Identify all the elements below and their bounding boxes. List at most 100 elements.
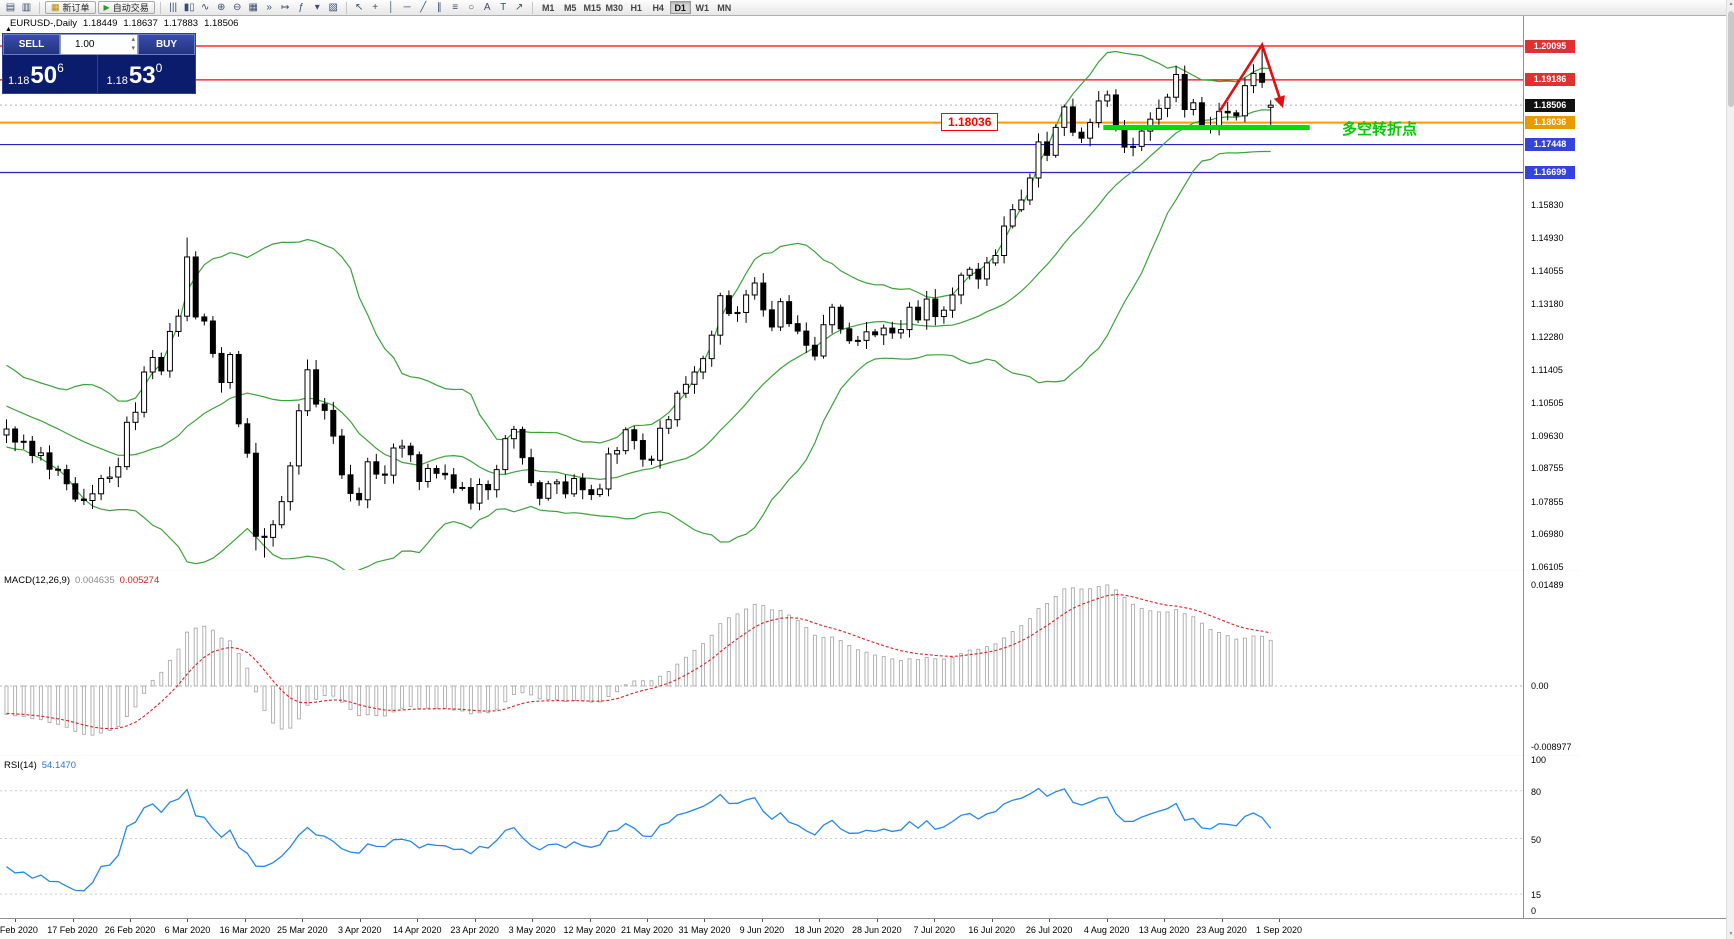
panel-divider[interactable]	[0, 570, 1580, 571]
price-level-label[interactable]: 1.18036	[941, 113, 999, 131]
resistance-level-tag: 1.19186	[1525, 73, 1575, 87]
timeframe-button-d1[interactable]: D1	[669, 1, 691, 14]
time-axis-tick	[474, 919, 476, 922]
chart-toolbar-group: ||| ▮▯ ∿ ⊕ ⊖ ▦» ↦ ƒ ▾ ▧	[166, 1, 341, 14]
turning-point-label[interactable]: 多空转折点	[1342, 121, 1418, 138]
rsi-scale-label: 15	[1531, 890, 1542, 901]
resistance-level-tag: 1.20095	[1525, 39, 1575, 53]
line-chart-icon[interactable]: ∿	[198, 1, 213, 14]
one-click-trading-panel: SELL 1.00 ▴ ▾ BUY 1.18 50 6 1.18 53 0	[2, 33, 196, 94]
time-axis-tick	[1164, 919, 1166, 922]
new-order-button[interactable]: ▦ 新订单	[45, 1, 96, 14]
autotrading-label: 自动交易	[112, 3, 149, 13]
rsi-header: RSI(14) 54.1470	[4, 760, 76, 771]
crosshair-icon[interactable]: +	[368, 1, 383, 14]
ask-price[interactable]: 1.18 53 0	[96, 55, 196, 93]
time-axis-tick	[302, 919, 304, 922]
time-axis-tick	[417, 919, 419, 922]
price-level-lines	[0, 45, 1523, 174]
volume-spinner[interactable]: ▴ ▾	[131, 35, 135, 53]
support-level-tag: 1.16699	[1525, 165, 1575, 179]
timeframe-button-w1[interactable]: W1	[692, 1, 713, 14]
spinner-up-icon[interactable]: ▴	[131, 36, 135, 43]
horizontal-line-icon[interactable]: ─	[400, 1, 415, 14]
timeframe-button-h4[interactable]: H4	[648, 1, 669, 14]
fibonacci-icon[interactable]: ≡	[448, 1, 463, 14]
timeframe-button-m15[interactable]: M15	[583, 3, 601, 13]
time-axis-label: 28 Jun 2020	[852, 925, 902, 935]
time-axis-label: 23 Apr 2020	[450, 925, 499, 935]
label-icon[interactable]: T	[496, 1, 511, 14]
indicators-icon[interactable]: ƒ	[294, 1, 309, 14]
templates-icon[interactable]: ▧	[326, 1, 341, 14]
bar-chart-icon[interactable]: |||	[166, 1, 181, 14]
bid-price[interactable]: 1.18 50 6	[3, 55, 97, 93]
time-axis-tick	[244, 919, 246, 922]
trendline-icon[interactable]: ╱	[416, 1, 431, 14]
time-axis-tick	[129, 919, 131, 922]
macd-signal-line	[6, 593, 1271, 730]
price-scale[interactable]: 1.15830 1.14930 1.14055 1.13180 1.12280 1.114…	[1523, 0, 1726, 939]
new-order-label: 新订单	[62, 3, 90, 13]
timeframe-button-m30[interactable]: M30	[605, 3, 623, 13]
zoom-in-icon[interactable]: ⊕	[214, 1, 229, 14]
toolbar-separator	[345, 1, 347, 14]
auto-scroll-icon[interactable]: »	[262, 1, 277, 14]
time-axis-tick	[704, 919, 706, 922]
one-click-collapse-icon[interactable]: ▲	[5, 26, 12, 33]
timeframe-button-m5[interactable]: M5	[560, 1, 581, 14]
text-icon[interactable]: A	[480, 1, 495, 14]
timeframe-button-mn[interactable]: MN	[714, 1, 735, 14]
profiles-icon[interactable]: ▥	[19, 1, 34, 14]
open-value: 1.18449	[83, 18, 118, 29]
low-value: 1.17883	[163, 18, 199, 29]
support-zone-line[interactable]	[1103, 125, 1310, 131]
zoom-out-icon[interactable]: ⊖	[230, 1, 245, 14]
chart-ohlc-header: EURUSD-,Daily 1.18449 1.18637 1.17883 1.1850…	[10, 18, 244, 29]
trade-controls-row: SELL 1.00 ▴ ▾ BUY	[3, 34, 195, 55]
buy-button[interactable]: BUY	[138, 34, 195, 55]
scrollbar-thumb[interactable]	[1728, 11, 1734, 107]
panel-divider[interactable]	[0, 755, 1580, 756]
arrow-objects-icon[interactable]: ↗	[512, 1, 527, 14]
spinner-down-icon[interactable]: ▾	[131, 45, 135, 52]
toolbar-separator	[531, 1, 533, 14]
volume-input[interactable]: 1.00 ▴ ▾	[60, 34, 138, 55]
scrollbar-down-icon[interactable]: ▼	[1728, 931, 1734, 937]
timeframe-button-h1[interactable]: H1	[626, 1, 647, 14]
time-axis[interactable]: 8 Feb 2020 17 Feb 2020 26 Feb 2020 6 Mar 20…	[0, 918, 1734, 939]
time-axis-tick	[761, 919, 763, 922]
shapes-icon[interactable]: ○	[464, 1, 479, 14]
timeframes-dropdown-icon[interactable]: ▾	[310, 1, 325, 14]
new-chart-icon[interactable]: ▤	[3, 1, 18, 14]
time-axis-tick	[1278, 919, 1280, 922]
price-tick-label: 1.14930	[1531, 233, 1564, 244]
price-tick-label: 1.11405	[1531, 364, 1563, 375]
trend-arrow-annotation[interactable]	[1218, 41, 1285, 113]
tile-windows-icon[interactable]: ▦	[246, 1, 261, 14]
macd-name: MACD(12,26,9)	[4, 575, 70, 586]
cursor-icon[interactable]: ↖	[352, 1, 367, 14]
time-axis-tick	[15, 919, 17, 922]
timeframe-button-m1[interactable]: M1	[538, 1, 559, 14]
price-tick-label: 1.15830	[1531, 199, 1564, 210]
vertical-scrollbar[interactable]: ▲ ▼	[1726, 0, 1734, 939]
channel-icon[interactable]: ∥	[432, 1, 447, 14]
autotrading-button[interactable]: ▶ 自动交易	[97, 1, 155, 14]
price-tick-label: 1.06980	[1531, 529, 1564, 540]
sell-button[interactable]: SELL	[3, 34, 60, 55]
bid-prefix: 1.18	[8, 75, 30, 87]
toolbar-separator	[39, 1, 40, 14]
time-axis-tick	[589, 919, 591, 922]
price-chart-canvas[interactable]	[0, 0, 1523, 939]
time-axis-label: 31 May 2020	[678, 925, 731, 935]
toolbar-separator	[159, 1, 161, 14]
bollinger-upper-band	[6, 50, 1271, 444]
vertical-line-icon[interactable]: │	[384, 1, 399, 14]
rsi-value: 54.1470	[41, 760, 77, 771]
time-axis-label: 17 Feb 2020	[47, 925, 98, 935]
chart-shift-icon[interactable]: ↦	[278, 1, 293, 14]
candlestick-chart-icon[interactable]: ▮▯	[183, 2, 195, 13]
time-axis-label: 26 Feb 2020	[104, 925, 156, 935]
scrollbar-up-icon[interactable]: ▲	[1728, 1, 1734, 7]
